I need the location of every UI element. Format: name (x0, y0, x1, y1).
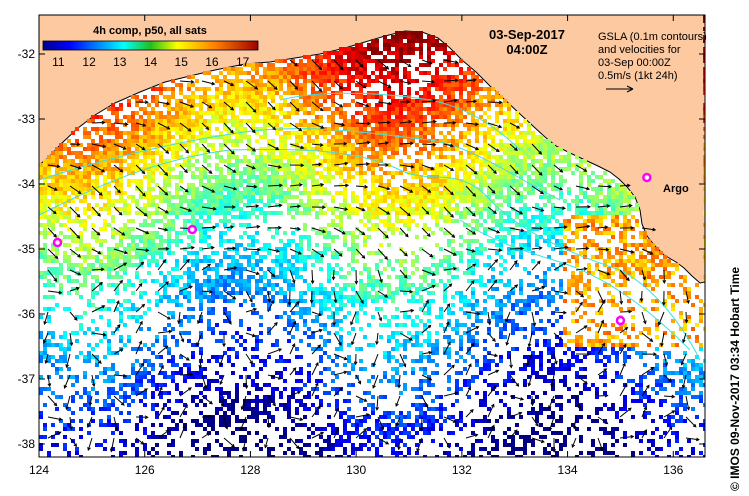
x-tick-label: 128 (240, 463, 260, 477)
legend-line-2: and velocities for (598, 44, 681, 56)
argo-float-marker (52, 237, 63, 248)
argo-float-marker (187, 224, 198, 235)
plot-area (39, 15, 705, 457)
colorbar-label: 16 (205, 55, 219, 69)
y-tick-label: -34 (18, 177, 36, 191)
colorbar-label: 13 (113, 55, 127, 69)
legend-line-1: GSLA (0.1m contours) (598, 31, 707, 43)
argo-float-marker (615, 315, 626, 326)
legend-line-3: 03-Sep 00:00Z (598, 57, 671, 69)
velocity-legend: GSLA (0.1m contours) and velocities for … (598, 31, 707, 93)
colorbar-label: 12 (82, 55, 96, 69)
colorbar-label: 17 (236, 55, 250, 69)
velocity-arrows (43, 59, 700, 453)
date-label: 03-Sep-2017 (489, 27, 565, 42)
y-tick-label: -37 (18, 372, 36, 386)
y-tick-label: -38 (18, 437, 36, 451)
colorbar-label: 14 (144, 55, 158, 69)
x-tick-label: 132 (452, 463, 472, 477)
colorbar-label: 15 (175, 55, 189, 69)
y-tick-label: -33 (18, 112, 36, 126)
y-tick-label: -32 (18, 47, 36, 61)
argo-float-marker (642, 172, 652, 183)
colorbar-bar (42, 40, 259, 51)
legend-arrow-icon (606, 85, 634, 93)
credit-label: © IMOS 09-Nov-2017 03:34 Hobart Time (728, 267, 742, 491)
x-tick-label: 134 (558, 463, 578, 477)
y-tick-label: -35 (18, 242, 36, 256)
plot-frame (38, 14, 706, 458)
time-label: 04:00Z (506, 42, 547, 57)
x-tick-label: 124 (29, 463, 49, 477)
gsla-contours (39, 92, 701, 361)
y-axis: -32 -33 -34 -35 -36 -37 -38 (18, 47, 705, 451)
argo-label: Argo (663, 183, 689, 195)
colorbar: 4h comp, p50, all sats 11 12 13 14 15 16 17 (42, 25, 259, 69)
y-tick-label: -36 (18, 307, 36, 321)
colorbar-label: 11 (52, 55, 65, 69)
x-tick-label: 130 (346, 463, 366, 477)
x-axis: 124 126 128 130 132 134 136 (29, 15, 684, 477)
argo-floats (52, 172, 652, 326)
colorbar-title: 4h comp, p50, all sats (93, 25, 207, 37)
x-tick-label: 136 (663, 463, 683, 477)
legend-line-4: 0.5m/s (1kt 24h) (598, 70, 677, 82)
x-tick-label: 126 (135, 463, 155, 477)
